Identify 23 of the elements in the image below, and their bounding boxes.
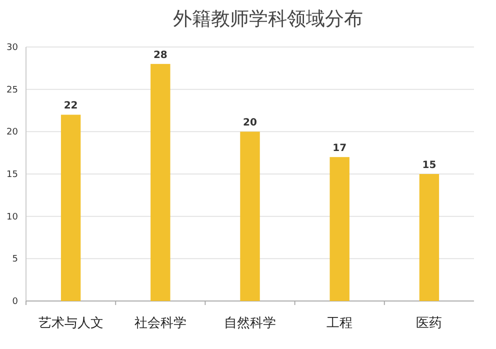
x-tick-label: 艺术与人文 — [38, 316, 104, 331]
y-tick-label: 0 — [12, 297, 18, 307]
bar — [240, 132, 260, 301]
bar — [150, 64, 170, 301]
bar — [419, 174, 440, 301]
x-tick-label: 工程 — [326, 316, 353, 331]
x-tick-label: 社会科学 — [134, 316, 186, 331]
data-label: 28 — [153, 50, 168, 61]
y-tick-label: 10 — [6, 212, 18, 222]
y-tick-label: 5 — [12, 254, 18, 265]
data-label: 20 — [243, 118, 257, 129]
y-tick-label: 30 — [6, 43, 18, 53]
bar — [60, 114, 81, 301]
data-label: 17 — [332, 143, 347, 154]
data-label: 22 — [64, 100, 78, 112]
y-tick-label: 25 — [6, 85, 18, 96]
data-label: 15 — [422, 160, 436, 171]
x-tick-label: 自然科学 — [224, 316, 276, 331]
y-tick-label: 20 — [6, 128, 18, 138]
chart-title: 外籍教师学科领域分布 — [173, 8, 363, 30]
y-tick-label: 15 — [6, 170, 18, 180]
x-tick-label: 医药 — [416, 316, 442, 331]
bar — [330, 157, 350, 301]
